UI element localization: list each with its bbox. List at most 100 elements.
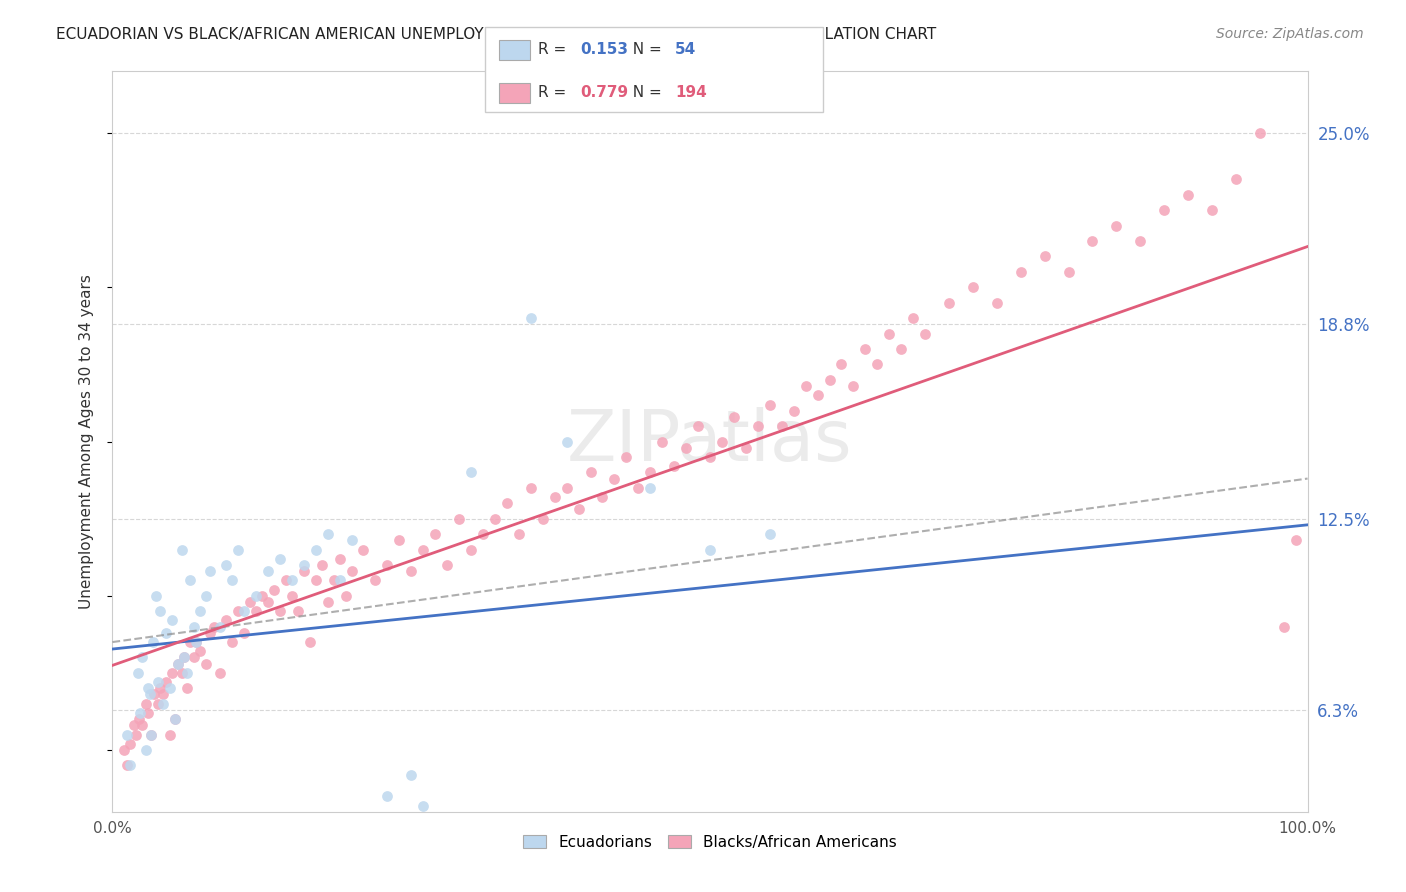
Point [163, 712, 186, 726]
Point [335, 589, 357, 603]
Text: 194: 194 [675, 86, 707, 100]
Point [250, 589, 273, 603]
Point [170, 665, 193, 680]
Text: N =: N = [623, 43, 666, 57]
Point [496, 496, 519, 510]
Point [173, 650, 195, 665]
Point [281, 589, 304, 603]
Point [155, 625, 177, 640]
Point [194, 589, 217, 603]
Point [579, 466, 602, 480]
Text: N =: N = [623, 86, 666, 100]
Text: Source: ZipAtlas.com: Source: ZipAtlas.com [1216, 27, 1364, 41]
Point [245, 604, 267, 618]
Point [711, 434, 734, 449]
Point [138, 706, 160, 720]
Point [215, 614, 238, 628]
Point [747, 419, 769, 434]
Point [122, 718, 145, 732]
Point [353, 820, 375, 834]
Point [914, 326, 936, 341]
Point [640, 481, 662, 495]
Point [146, 675, 169, 690]
Point [305, 542, 328, 557]
Point [640, 466, 662, 480]
Point [388, 533, 411, 548]
Point [139, 728, 162, 742]
Point [783, 403, 806, 417]
Point [329, 574, 352, 588]
Point [292, 558, 315, 572]
Point [128, 712, 150, 726]
Point [1285, 533, 1308, 548]
Point [200, 625, 222, 640]
Point [139, 728, 162, 742]
Point [142, 635, 165, 649]
Point [555, 434, 578, 449]
Point [152, 697, 174, 711]
Point [188, 604, 211, 618]
Point [209, 665, 232, 680]
Point [194, 657, 217, 671]
Point [115, 758, 138, 772]
Point [221, 635, 243, 649]
Point [135, 697, 157, 711]
Point [472, 527, 495, 541]
Point [239, 595, 262, 609]
Point [688, 419, 710, 434]
Point [1249, 126, 1271, 140]
Point [146, 697, 169, 711]
Point [425, 527, 447, 541]
Point [723, 409, 745, 424]
Point [322, 574, 344, 588]
Point [699, 542, 721, 557]
Point [1225, 172, 1247, 186]
Point [794, 379, 817, 393]
Point [281, 574, 304, 588]
Point [353, 542, 375, 557]
Point [531, 511, 554, 525]
Point [759, 527, 782, 541]
Point [1129, 234, 1152, 248]
Point [129, 706, 152, 720]
Point [125, 728, 148, 742]
Point [120, 737, 142, 751]
Point [152, 688, 174, 702]
Point [962, 280, 984, 294]
Point [114, 743, 135, 757]
Point [555, 481, 578, 495]
Point [938, 295, 960, 310]
Point [149, 681, 172, 696]
Point [603, 472, 626, 486]
Point [1272, 620, 1295, 634]
Point [263, 582, 285, 597]
Point [664, 459, 686, 474]
Point [388, 811, 411, 825]
Point [179, 635, 201, 649]
Point [1057, 265, 1080, 279]
Point [329, 551, 352, 566]
Point [340, 533, 363, 548]
Point [221, 574, 243, 588]
Text: 0.779: 0.779 [581, 86, 628, 100]
Point [143, 688, 166, 702]
Point [735, 441, 758, 455]
Point [159, 681, 181, 696]
Point [170, 542, 193, 557]
Point [508, 527, 530, 541]
Point [173, 650, 195, 665]
Point [855, 342, 877, 356]
Point [292, 564, 315, 578]
Point [311, 558, 333, 572]
Point [1105, 219, 1128, 233]
Point [890, 342, 912, 356]
Text: R =: R = [538, 43, 572, 57]
Point [842, 379, 865, 393]
Point [401, 767, 423, 781]
Point [1177, 187, 1199, 202]
Point [159, 728, 181, 742]
Point [401, 564, 423, 578]
Point [879, 326, 901, 341]
Point [131, 718, 153, 732]
Point [162, 614, 183, 628]
